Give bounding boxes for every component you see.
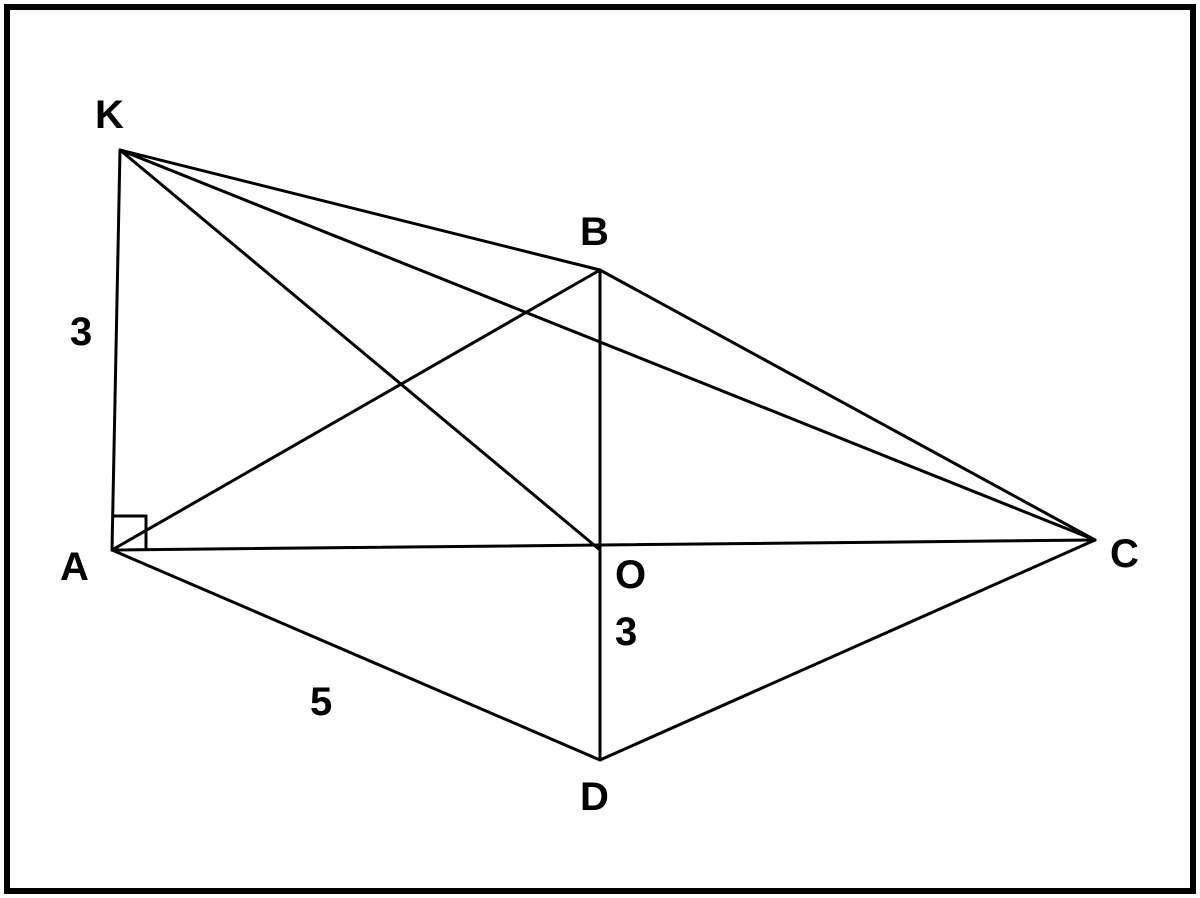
vertex-label-D: D <box>580 775 609 820</box>
edge-AD <box>112 550 600 760</box>
edge-label-KA: 3 <box>70 310 92 355</box>
edge-CD <box>600 540 1095 760</box>
vertex-label-A: A <box>60 545 89 590</box>
edge-AC <box>112 540 1095 550</box>
edge-KC <box>120 150 1095 540</box>
edge-label-OD: 3 <box>615 610 637 655</box>
edge-KA <box>112 150 120 550</box>
edge-BC <box>600 270 1095 540</box>
vertex-label-B: B <box>580 210 609 255</box>
edge-label-AD: 5 <box>310 680 332 725</box>
edge-AB <box>112 270 600 550</box>
vertex-label-C: C <box>1110 532 1139 577</box>
vertex-label-O: O <box>615 553 646 598</box>
vertex-label-K: K <box>95 93 124 138</box>
geometry-diagram <box>0 0 1200 898</box>
